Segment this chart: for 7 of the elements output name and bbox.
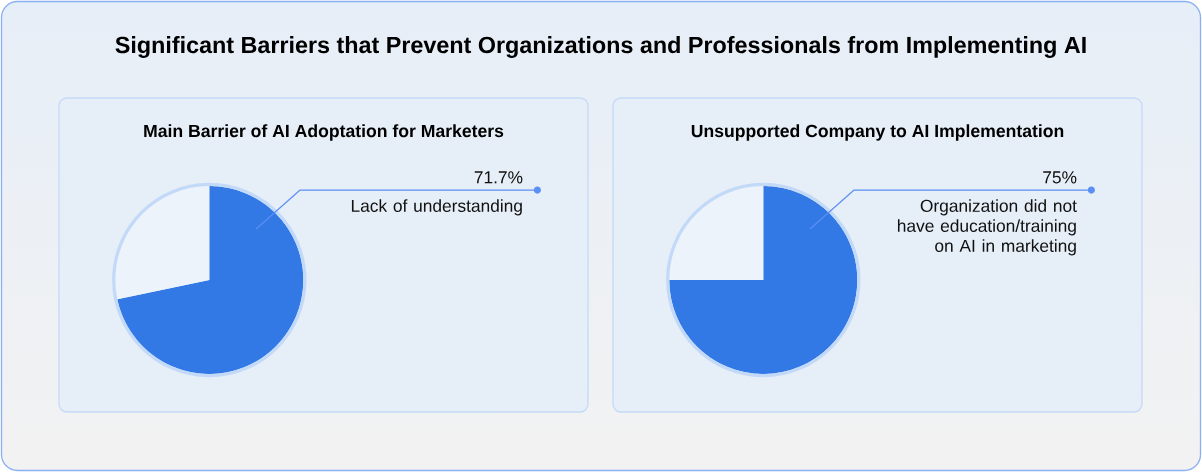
data-label: 71.7% (474, 171, 523, 184)
chart-title: Unsupported Company to AI Implementation (691, 124, 1064, 141)
chart-title: Main Barrier of AI Adoptation for Marketers (144, 124, 504, 141)
data-label: 75% (1043, 171, 1077, 184)
slice-label: Lack of understanding (351, 199, 522, 216)
slice-label: Organization did not have education/training on AI in marketing (897, 199, 1077, 256)
text: Significant Barriers that Prevent Organizations and Professionals from Implementing AI (115, 36, 1086, 58)
